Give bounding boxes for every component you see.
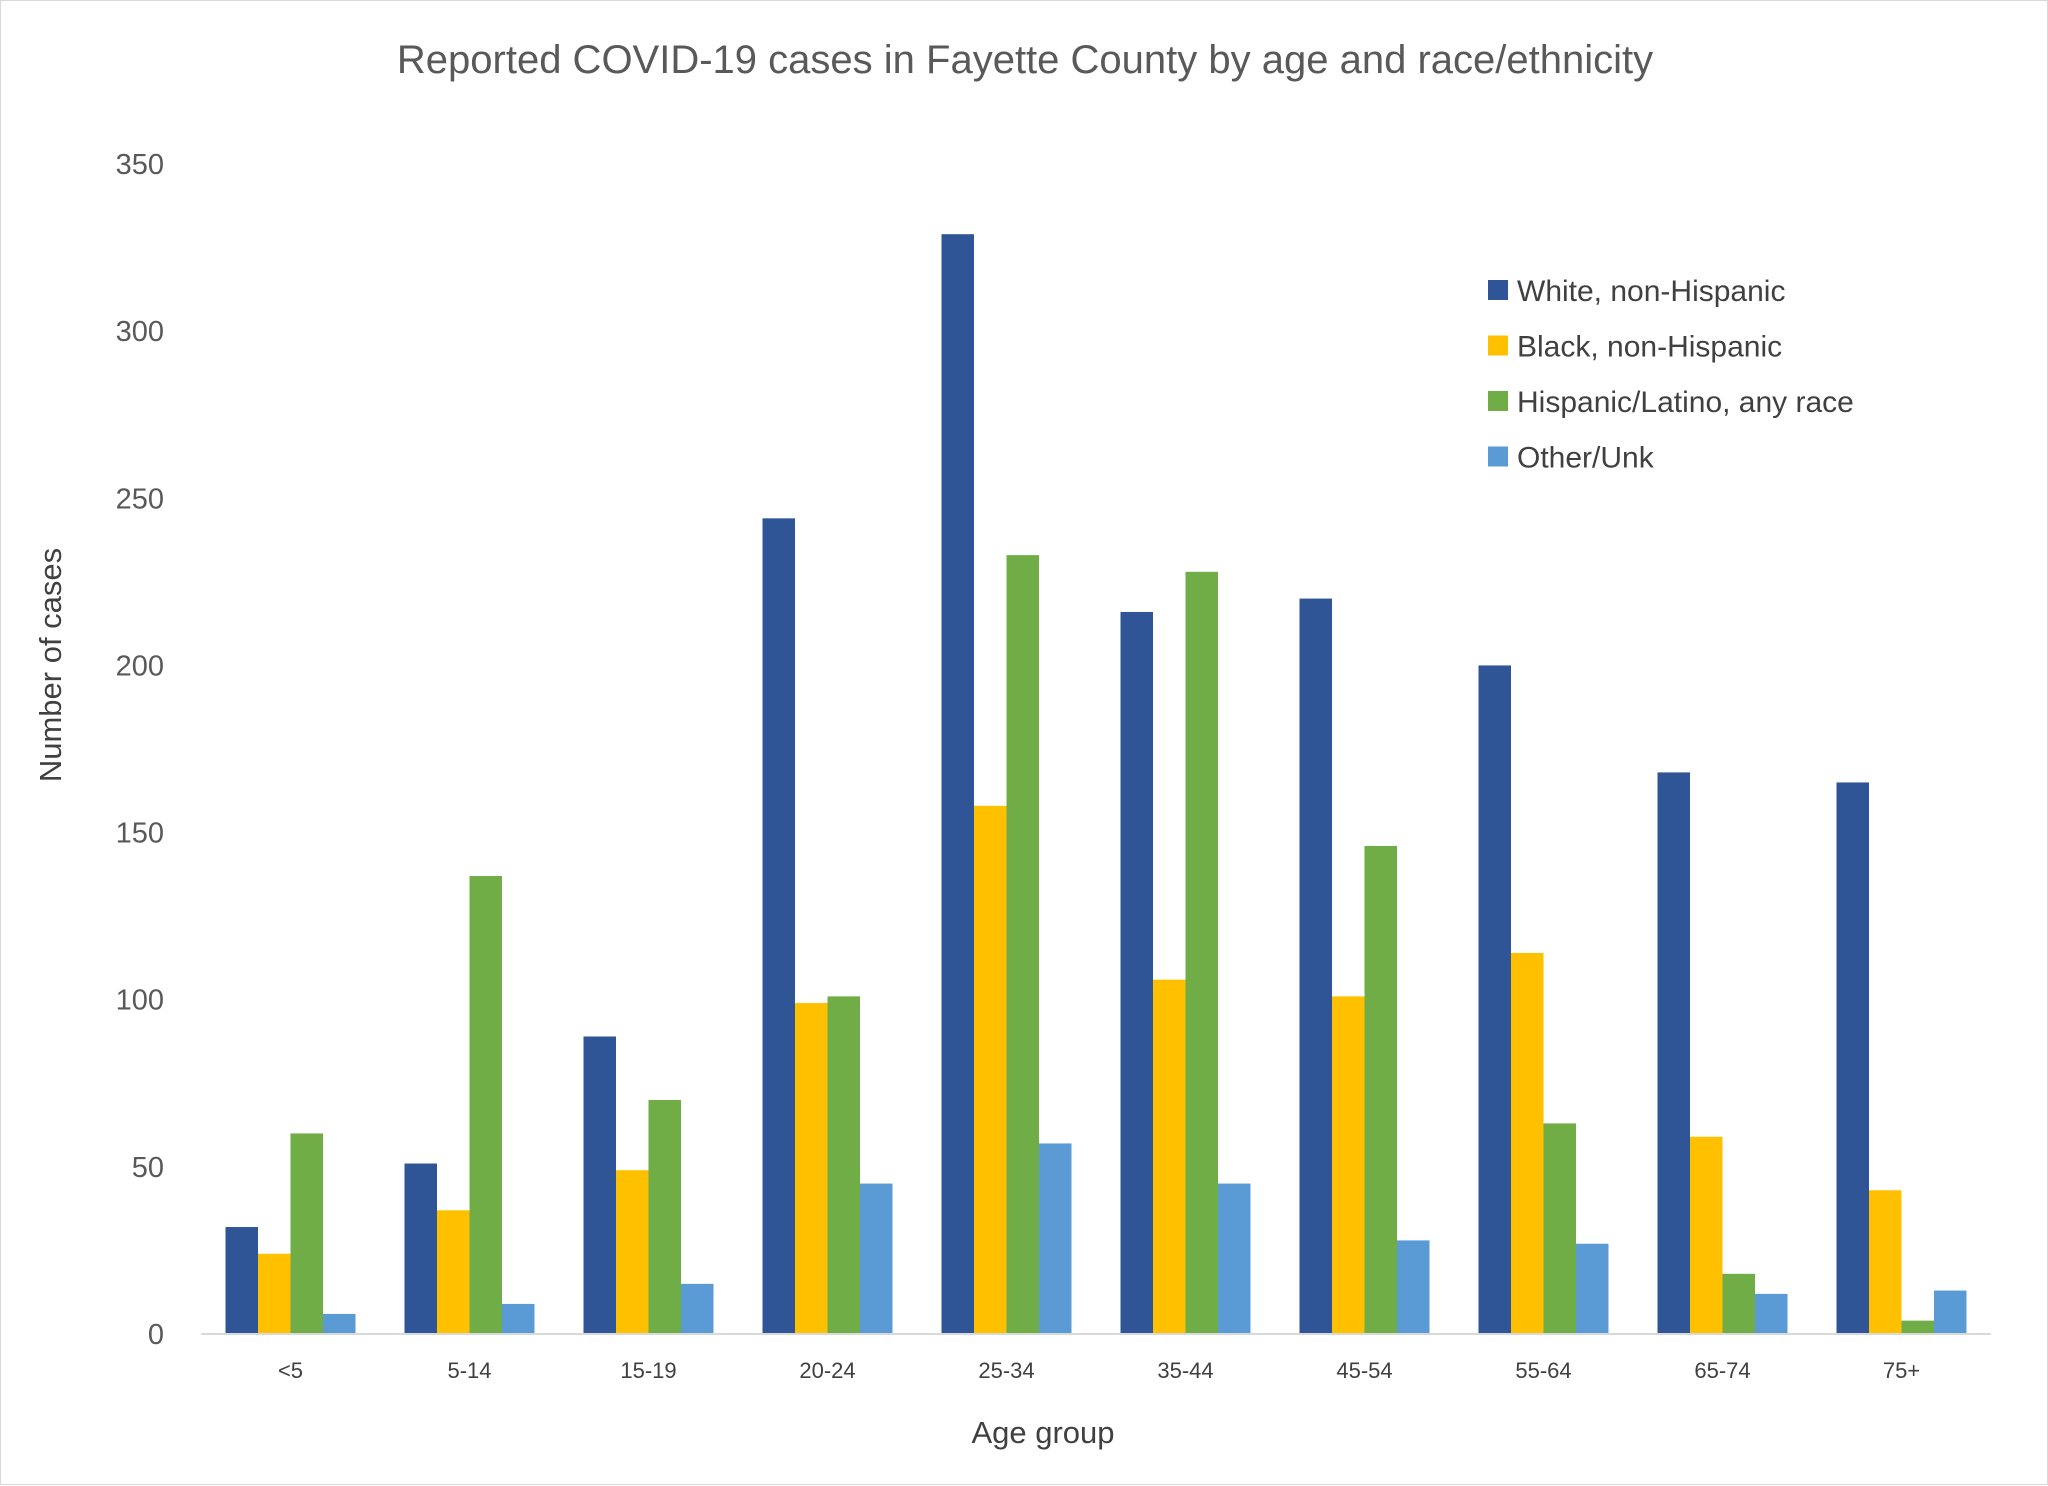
legend-swatch <box>1488 335 1508 356</box>
chart-title: Reported COVID-19 cases in Fayette Count… <box>397 38 1653 82</box>
bar-black-non-hispanic-6 <box>1332 996 1365 1334</box>
x-tick-label: 20-24 <box>799 1358 855 1383</box>
bar-hispanic-latino-any-race-0 <box>290 1133 323 1334</box>
bar-other-unk-7 <box>1576 1243 1609 1334</box>
y-axis: 0 50 100 150 200 250 300 350 <box>116 149 164 1351</box>
legend-label: White, non-Hispanic <box>1517 275 1785 308</box>
bar-white-non-hispanic-1 <box>404 1163 437 1334</box>
y-tick-label: 150 <box>116 818 164 850</box>
bar-white-non-hispanic-2 <box>583 1036 616 1334</box>
legend-swatch <box>1488 280 1508 300</box>
bar-white-non-hispanic-0 <box>225 1227 258 1334</box>
bar-black-non-hispanic-3 <box>795 1003 828 1334</box>
x-axis-title: Age group <box>971 1415 1114 1450</box>
x-tick-label: 65-74 <box>1694 1358 1750 1383</box>
bar-hispanic-latino-any-race-3 <box>827 996 860 1334</box>
legend-swatch <box>1488 446 1508 467</box>
x-tick-label: 5-14 <box>447 1358 491 1383</box>
legend-label: Hispanic/Latino, any race <box>1517 386 1854 419</box>
bar-black-non-hispanic-7 <box>1511 952 1544 1334</box>
x-tick-label: 15-19 <box>620 1358 676 1383</box>
bar-white-non-hispanic-7 <box>1478 665 1511 1334</box>
y-tick-label: 0 <box>148 1319 164 1351</box>
x-tick-label: 45-54 <box>1336 1358 1392 1383</box>
y-tick-label: 350 <box>116 149 164 181</box>
bar-hispanic-latino-any-race-5 <box>1185 571 1218 1334</box>
y-tick-label: 300 <box>116 316 164 348</box>
bar-hispanic-latino-any-race-1 <box>469 876 502 1334</box>
bar-black-non-hispanic-4 <box>974 805 1007 1334</box>
bar-white-non-hispanic-6 <box>1299 598 1332 1334</box>
bar-white-non-hispanic-3 <box>762 518 795 1334</box>
bar-other-unk-5 <box>1218 1183 1251 1334</box>
bar-other-unk-4 <box>1039 1143 1072 1334</box>
legend-swatch <box>1488 391 1508 411</box>
bar-black-non-hispanic-2 <box>616 1170 649 1334</box>
bar-other-unk-1 <box>502 1303 535 1334</box>
bar-hispanic-latino-any-race-6 <box>1364 845 1397 1334</box>
bar-other-unk-0 <box>323 1313 356 1334</box>
y-tick-label: 100 <box>116 985 164 1017</box>
y-axis-title: Number of cases <box>33 548 68 782</box>
y-tick-label: 250 <box>116 483 164 515</box>
bar-hispanic-latino-any-race-8 <box>1722 1273 1755 1334</box>
x-tick-label: 25-34 <box>978 1358 1034 1383</box>
bar-hispanic-latino-any-race-4 <box>1006 555 1039 1334</box>
x-tick-label: 35-44 <box>1157 1358 1213 1383</box>
x-tick-label: 75+ <box>1883 1358 1920 1383</box>
x-tick-label: 55-64 <box>1515 1358 1571 1383</box>
bar-black-non-hispanic-1 <box>437 1210 470 1334</box>
y-tick-label: 200 <box>116 650 164 682</box>
x-axis: <5 5-14 15-19 20-24 25-34 35-44 45-54 55-64 65-7… <box>278 1358 1920 1383</box>
bar-white-non-hispanic-5 <box>1120 611 1153 1334</box>
bar-other-unk-6 <box>1397 1240 1430 1334</box>
bar-black-non-hispanic-0 <box>258 1253 291 1334</box>
bar-hispanic-latino-any-race-7 <box>1543 1123 1576 1334</box>
x-tick-label: <5 <box>278 1358 303 1383</box>
bar-other-unk-8 <box>1755 1293 1788 1334</box>
legend-label: Other/Unk <box>1517 442 1655 475</box>
bar-black-non-hispanic-5 <box>1153 979 1186 1334</box>
bar-white-non-hispanic-9 <box>1836 782 1869 1334</box>
plot-area <box>225 234 1967 1335</box>
bar-other-unk-9 <box>1934 1290 1967 1334</box>
bar-white-non-hispanic-8 <box>1657 772 1690 1334</box>
legend-label: Black, non-Hispanic <box>1517 331 1782 364</box>
bar-hispanic-latino-any-race-2 <box>648 1100 681 1334</box>
bar-other-unk-3 <box>860 1183 893 1334</box>
y-tick-label: 50 <box>132 1152 164 1184</box>
bar-black-non-hispanic-8 <box>1690 1136 1723 1334</box>
bar-white-non-hispanic-4 <box>941 234 974 1335</box>
bar-black-non-hispanic-9 <box>1869 1190 1902 1334</box>
bar-hispanic-latino-any-race-9 <box>1901 1320 1934 1334</box>
bar-other-unk-2 <box>681 1283 714 1334</box>
legend: White, non-Hispanic Black, non-Hispanic Hi… <box>1488 275 1854 475</box>
